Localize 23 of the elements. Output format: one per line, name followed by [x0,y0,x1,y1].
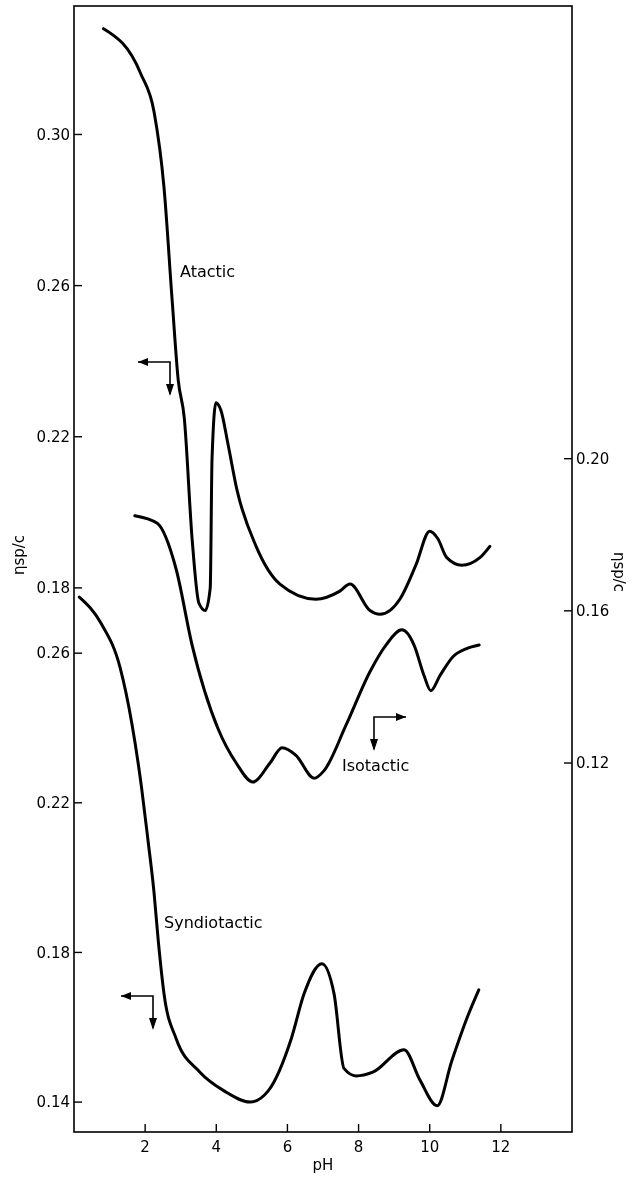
x-tick-label: 10 [420,1138,440,1156]
line-series [77,595,481,1108]
x-tick-label: 8 [353,1138,364,1156]
legend-label: Isotactic [342,756,410,775]
y-tick-label: 0.18 [36,579,70,598]
line-series [102,27,492,616]
series-label: Syndiotactic [164,913,263,932]
y3-tick-label: 0.14 [36,1093,70,1112]
x-tick-label: 2 [140,1138,150,1156]
y2-axis-title: ηsp/c [610,551,628,593]
series-label: Atactic [180,262,236,281]
line-series [133,514,481,784]
y-tick-label: 0.30 [36,125,70,144]
y-tick-label: 0.26 [36,276,70,295]
y2-tick-label: 0.12 [576,754,610,773]
x-tick-label: 12 [491,1138,511,1156]
y2-tick-label: 0.16 [576,602,610,621]
y2-tick-label: 0.20 [576,449,610,468]
y-tick-label: 0.22 [36,428,70,446]
x-axis-title: pH [312,1156,334,1174]
x-tick-label: 4 [211,1138,222,1156]
x-tick-label: 6 [282,1138,293,1156]
y-axis-title: ηsp/c [10,534,28,576]
